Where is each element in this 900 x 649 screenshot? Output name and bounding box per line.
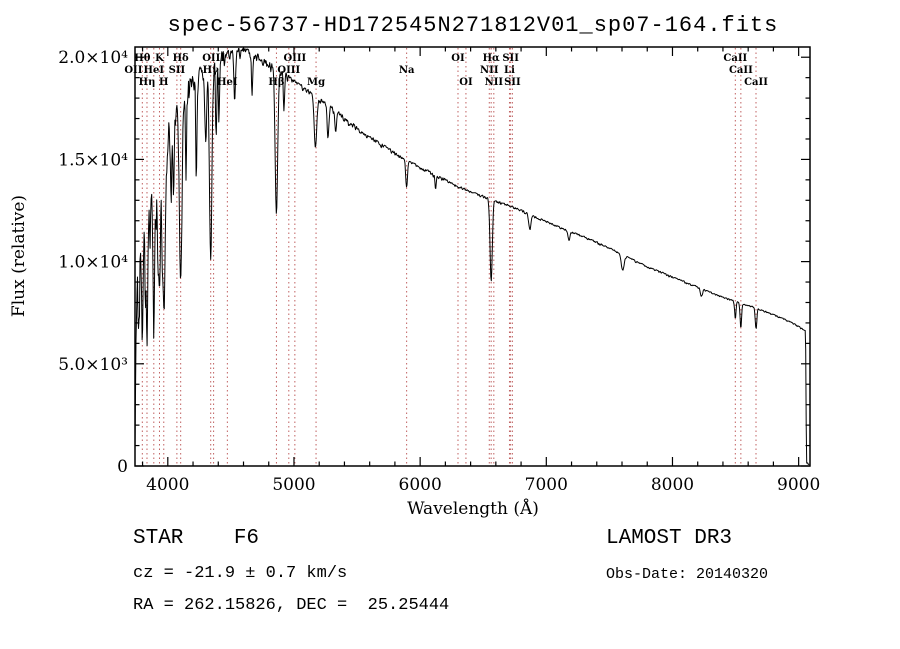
marker-label: SII [502,53,519,64]
y-tick-label: 1.5×10⁴ [58,150,128,170]
marker-label: HeI [144,65,165,76]
marker-label: Hα [483,53,500,64]
marker-label: SII [504,77,521,88]
obs-date-label: Obs-Date: 20140320 [606,566,769,583]
marker-label: Mg [307,77,325,88]
x-axis-label: Wavelength (Å) [407,498,539,519]
marker-label: OIII [277,65,300,76]
y-tick-label: 0 [117,457,128,477]
y-axis-label: Flux (relative) [9,195,29,317]
spectrum-path [134,48,810,466]
plot-title: spec-56737-HD172545N271812V01_sp07-164.f… [168,13,779,38]
marker-label: K [155,53,164,64]
marker-label: CaII [723,53,747,64]
axis-tick-labels: 4000 5000 6000 7000 8000 9000 0 5.0×10³ 1.0×10⁴ 1… [58,48,820,495]
marker-label: Hγ [203,65,219,76]
marker-label: Hδ [173,53,189,64]
x-tick-label: 7000 [525,475,568,495]
marker-label: OIII [283,53,306,64]
marker-label: OII [124,65,142,76]
survey-label: LAMOST DR3 [606,527,733,550]
marker-label: CaII [744,77,768,88]
spectrum-trace [134,48,810,466]
x-tick-label: 6000 [399,475,442,495]
x-tick-label: 4000 [146,475,189,495]
y-tick-label: 1.0×10⁴ [58,253,128,273]
radial-velocity-label: cz = -21.9 ± 0.7 km/s [133,564,348,583]
marker-label: Na [399,65,415,76]
spectral-marker-lines [141,48,757,465]
marker-label: SII [169,65,186,76]
x-tick-label: 5000 [272,475,315,495]
plot-frame [134,46,811,467]
marker-label: OIII [202,53,225,64]
marker-label: H [159,77,168,88]
marker-label: NII [485,77,504,88]
marker-label: CaII [729,65,753,76]
axis-box [134,46,811,467]
x-tick-label: 8000 [651,475,694,495]
marker-label: Hη [139,77,156,88]
marker-label: Hβ [268,77,284,88]
ra-dec-label: RA = 262.15826, DEC = 25.25444 [133,596,450,615]
marker-label: OI [459,77,473,88]
marker-label: OI [451,53,465,64]
x-tick-label: 9000 [777,475,820,495]
object-class-label: STAR F6 [133,527,260,550]
y-tick-label: 5.0×10³ [58,355,128,375]
marker-label: Li [504,65,515,76]
marker-label: Hθ [134,53,150,64]
marker-label: HeI [217,77,238,88]
marker-label: NII [480,65,499,76]
axis-ticks [135,47,810,467]
y-tick-label: 2.0×10⁴ [58,48,128,68]
